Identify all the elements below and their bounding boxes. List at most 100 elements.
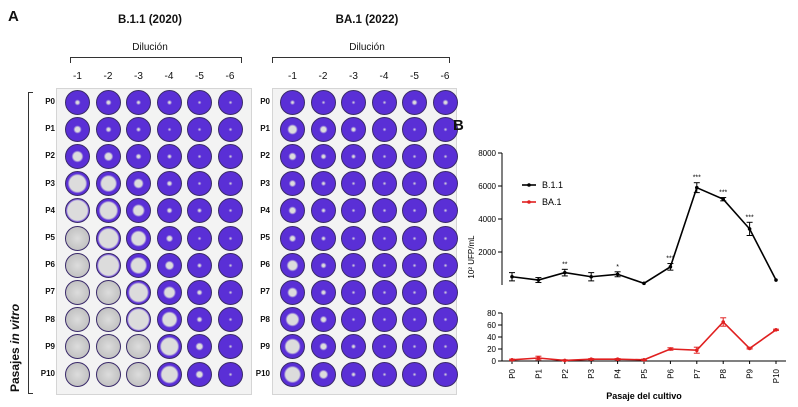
x-tick-label: P5 xyxy=(640,368,649,378)
dilution-label: Dilución xyxy=(132,42,168,53)
passage-row-label: P4 xyxy=(45,205,55,215)
passage-row-label: P9 xyxy=(45,341,55,351)
culture-well xyxy=(95,116,121,142)
culture-well xyxy=(65,116,90,142)
culture-well xyxy=(432,143,458,169)
significance-mark: *** xyxy=(746,214,754,221)
culture-well xyxy=(156,225,182,251)
culture-well xyxy=(95,89,121,115)
y-tick-label: 6000 xyxy=(478,182,496,191)
culture-well xyxy=(402,116,427,142)
data-point xyxy=(563,270,567,275)
culture-well xyxy=(217,89,243,115)
culture-well xyxy=(310,252,336,278)
plate-title: BA.1 (2022) xyxy=(335,14,399,26)
culture-well xyxy=(432,361,458,387)
x-tick-label: P3 xyxy=(587,368,596,378)
dilution-column-label: -5 xyxy=(195,71,204,82)
passage-row-label: P2 xyxy=(260,151,270,161)
passage-row-label: P3 xyxy=(260,178,270,188)
dilution-bracket xyxy=(70,57,242,63)
culture-well xyxy=(65,252,90,278)
dilution-column-label: -2 xyxy=(103,71,113,82)
culture-well xyxy=(280,198,305,224)
culture-well xyxy=(310,89,336,115)
culture-well xyxy=(65,334,90,360)
culture-well xyxy=(310,116,336,142)
culture-well xyxy=(126,225,151,251)
culture-well xyxy=(126,252,151,278)
culture-well xyxy=(65,198,90,224)
dilution-column-label: -4 xyxy=(379,71,389,82)
culture-well xyxy=(341,225,366,251)
legend-marker xyxy=(527,183,531,187)
x-tick-label: P4 xyxy=(614,368,623,378)
culture-well xyxy=(371,171,397,197)
culture-well xyxy=(371,225,397,251)
culture-well xyxy=(371,279,397,305)
culture-well xyxy=(402,198,427,224)
culture-well xyxy=(432,252,458,278)
culture-well xyxy=(432,198,458,224)
culture-well xyxy=(156,334,182,360)
passage-row-label: P1 xyxy=(260,124,270,134)
x-tick-label: P10 xyxy=(772,368,781,383)
data-point xyxy=(589,274,593,279)
dilution-column-label: -1 xyxy=(73,71,82,82)
culture-well xyxy=(187,225,212,251)
culture-well xyxy=(280,279,305,305)
culture-well xyxy=(217,198,243,224)
culture-well xyxy=(65,361,90,387)
culture-well xyxy=(156,143,182,169)
culture-well xyxy=(217,334,243,360)
culture-well xyxy=(126,143,151,169)
passage-row-label: P0 xyxy=(260,97,270,106)
passage-row-label: P10 xyxy=(255,369,270,378)
dilution-column-label: -6 xyxy=(225,71,235,82)
culture-well xyxy=(402,225,427,251)
dilution-column-label: -1 xyxy=(288,71,297,82)
culture-well xyxy=(310,334,336,360)
culture-well xyxy=(402,252,427,278)
panel-b-letter: B xyxy=(453,117,464,134)
culture-well xyxy=(187,198,212,224)
culture-well xyxy=(371,252,397,278)
culture-well xyxy=(95,252,121,278)
passage-row-label: P5 xyxy=(45,233,55,242)
data-point xyxy=(536,356,541,360)
culture-well xyxy=(432,279,458,305)
culture-well xyxy=(432,116,458,142)
culture-well xyxy=(402,89,427,115)
culture-well xyxy=(341,279,366,305)
dilution-column-label: -5 xyxy=(410,71,419,82)
culture-well xyxy=(341,89,366,115)
data-point xyxy=(589,357,593,361)
culture-well xyxy=(95,334,121,360)
y-tick-label: 4000 xyxy=(478,215,496,224)
significance-mark: *** xyxy=(693,175,701,182)
data-point xyxy=(563,358,567,363)
culture-well xyxy=(95,143,121,169)
culture-well xyxy=(402,171,427,197)
culture-well xyxy=(156,307,182,333)
passage-row-label: P0 xyxy=(45,97,55,106)
passage-row-label: P7 xyxy=(260,287,270,297)
culture-well xyxy=(95,307,121,333)
data-point xyxy=(668,265,673,269)
culture-well xyxy=(280,307,305,333)
culture-well xyxy=(126,116,151,142)
row-bracket xyxy=(28,92,33,394)
passage-row-label: P3 xyxy=(45,178,55,188)
culture-well xyxy=(187,89,212,115)
culture-well xyxy=(65,279,90,305)
y-axis-title: 10² UFP/mL xyxy=(467,235,476,279)
culture-well xyxy=(280,225,305,251)
data-point xyxy=(721,197,725,201)
dilution-column-label: -3 xyxy=(349,71,358,82)
culture-well xyxy=(310,279,336,305)
culture-well xyxy=(65,89,90,115)
culture-well xyxy=(432,334,458,360)
culture-well xyxy=(156,198,182,224)
culture-well xyxy=(341,171,366,197)
x-axis-title: Pasaje del cultivo xyxy=(606,391,682,401)
